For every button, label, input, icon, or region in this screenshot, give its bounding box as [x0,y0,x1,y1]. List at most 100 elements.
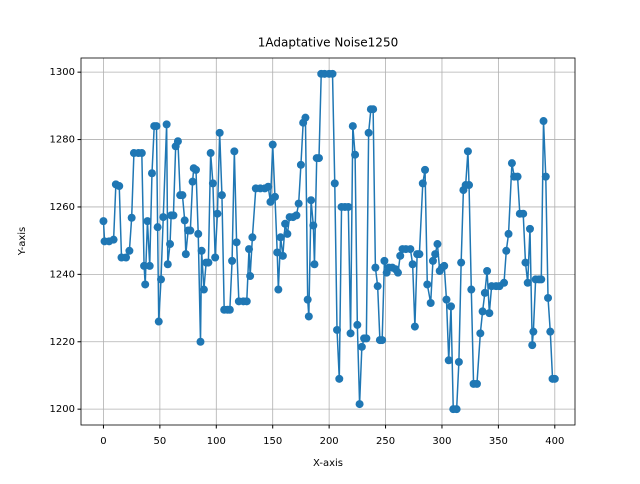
data-point [232,238,241,247]
data-point [483,266,492,275]
data-point [186,226,195,235]
data-point [357,342,366,351]
data-point [211,253,220,262]
x-tick-label: 0 [100,436,106,447]
data-point [355,400,364,409]
data-point [371,263,380,272]
data-point [523,278,532,287]
data-point [309,221,318,230]
data-point [428,256,437,265]
data-point [333,325,342,334]
data-point [181,250,190,259]
plot-frame [80,57,576,426]
data-point [145,261,154,270]
data-point [406,245,415,254]
data-point [157,275,166,284]
x-tick-label: 200 [320,436,339,447]
data-point [444,356,453,365]
data-point [178,191,187,200]
data-point [268,140,277,149]
data-point [440,261,449,270]
data-point [452,405,461,414]
data-point [162,120,171,129]
data-point [463,147,472,156]
data-point [476,329,485,338]
data-point [191,165,200,174]
data-point [465,181,474,190]
data-point [415,250,424,259]
y-tick-label: 1200 [50,404,75,415]
data-point [153,223,162,232]
data-point [127,213,136,222]
data-point [169,211,178,220]
data-point [154,317,163,326]
data-point [115,182,124,191]
data-point [206,149,215,158]
data-point [369,105,378,114]
data-point [335,374,344,383]
data-point [242,297,251,306]
data-point [408,260,417,269]
data-point [539,117,548,126]
data-point [278,251,287,260]
data-point [270,192,279,201]
data-point [294,199,303,208]
x-tick-label: 400 [545,436,564,447]
data-point [351,150,360,159]
data-point [152,122,161,131]
data-point [147,169,156,178]
data-point [194,229,203,238]
y-tick-label: 1260 [50,202,75,213]
data-point [525,224,534,233]
y-tick-label: 1240 [50,269,75,280]
data-point [296,160,305,169]
data-point [246,272,255,281]
x-tick-label: 100 [207,436,226,447]
data-point [140,261,149,270]
data-point [125,246,134,255]
data-point [166,240,175,249]
data-point [228,256,237,265]
data-point [396,251,405,260]
data-point [478,307,487,316]
x-tick-label: 250 [376,436,395,447]
x-tick-label: 350 [489,436,508,447]
x-tick-label: 50 [154,436,167,447]
data-point [364,128,373,137]
data-point [346,329,355,338]
data-point [537,275,546,284]
data-point [457,258,466,267]
y-axis-label: Y-axis [17,227,28,257]
data-point [541,172,550,181]
data-point [303,295,312,304]
data-point [274,285,283,294]
data-point [348,122,357,131]
data-point [213,209,222,218]
data-point [529,327,538,336]
data-point [230,147,239,156]
data-point [550,374,559,383]
data-point [467,285,476,294]
data-point [163,260,172,269]
data-point [180,216,189,225]
data-point [423,280,432,289]
data-point [199,285,208,294]
data-point [215,128,224,137]
data-point [283,229,292,238]
data-point [264,182,273,191]
data-point [418,179,427,188]
data-point [281,219,290,228]
data-point [504,229,513,238]
data-point [344,202,353,211]
data-point [99,217,108,226]
x-axis-label: X-axis [313,458,343,469]
data-point [292,211,301,220]
data-point [301,113,310,122]
x-tick-label: 150 [263,436,282,447]
data-point [217,191,226,200]
data-point [546,327,555,336]
data-point [513,172,522,181]
data-point [373,282,382,291]
data-point [159,213,168,222]
